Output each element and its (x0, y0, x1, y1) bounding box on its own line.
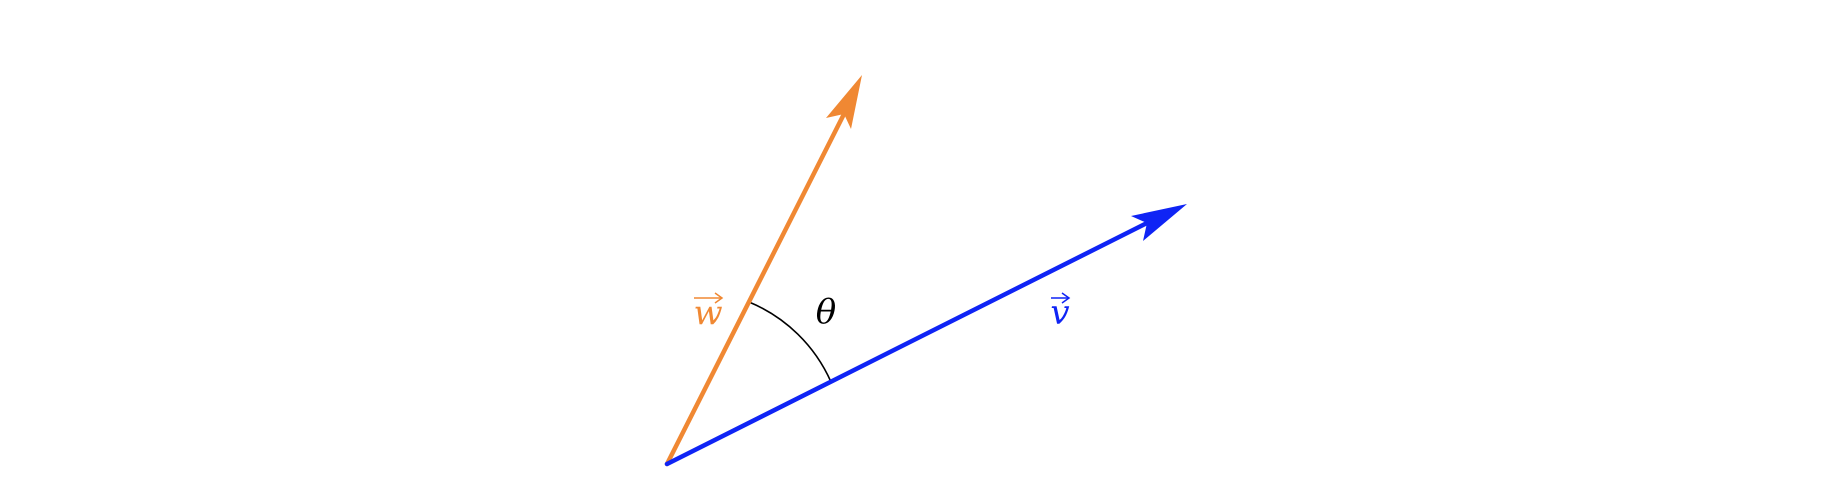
angle-theta-label: θ (816, 292, 836, 332)
vector-v-label-text: v (1050, 293, 1069, 333)
vector-v (664, 204, 1187, 467)
angle-arc (748, 301, 832, 383)
vector-v-label: v (1050, 292, 1071, 333)
vector-v-shaft (664, 220, 1150, 467)
vector-w-label-text: w (693, 293, 722, 333)
vector-v-arrowhead (1131, 204, 1187, 241)
vector-w (664, 75, 862, 467)
vector-w-arrowhead (826, 75, 862, 129)
vector-w-label-arrow-head (714, 292, 724, 304)
vector-w-label: w (693, 292, 724, 333)
vector-v-label-arrow-head (1061, 292, 1071, 304)
vector-w-shaft (664, 111, 847, 467)
